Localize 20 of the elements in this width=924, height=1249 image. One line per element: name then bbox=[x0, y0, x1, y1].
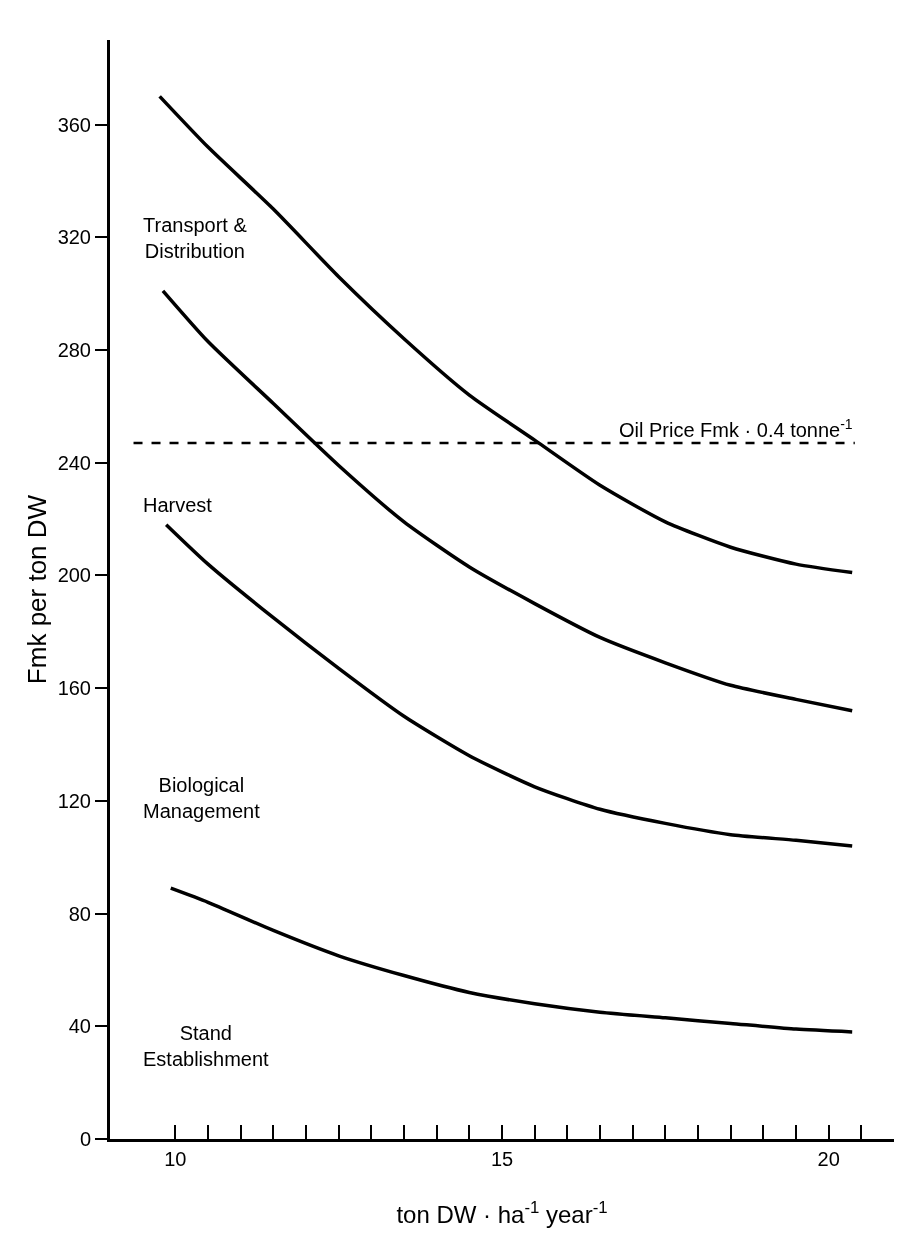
y-tick-label: 160 bbox=[57, 677, 91, 700]
y-tick-label: 240 bbox=[57, 451, 91, 474]
y-tick-label: 0 bbox=[79, 1128, 91, 1150]
y-tick-label: 360 bbox=[57, 113, 91, 136]
annotation: Biological Management bbox=[143, 774, 261, 822]
y-tick-label: 80 bbox=[68, 902, 91, 925]
annotation: Transport & Distribution bbox=[143, 214, 248, 262]
y-tick-label: 120 bbox=[57, 789, 91, 812]
y-tick-label: 280 bbox=[57, 338, 91, 361]
y-axis-title: Fmk per ton DW bbox=[22, 494, 52, 685]
x-tick-label: 15 bbox=[490, 1148, 514, 1170]
ref-line-label: Oil Price Fmk · 0.4 tonne$^{-1}$ bbox=[619, 416, 853, 442]
annotation: Harvest bbox=[143, 494, 213, 516]
annotation: Stand Establishment bbox=[143, 1022, 270, 1070]
x-axis-title: ton DW · ha$^{-1}$ year$^{-1}$ bbox=[396, 1197, 608, 1228]
y-tick-label: 40 bbox=[68, 1015, 91, 1038]
x-tick-label: 10 bbox=[164, 1148, 187, 1170]
y-tick-label: 200 bbox=[57, 564, 91, 587]
y-tick-label: 320 bbox=[57, 226, 91, 249]
x-tick-label: 20 bbox=[817, 1148, 840, 1170]
